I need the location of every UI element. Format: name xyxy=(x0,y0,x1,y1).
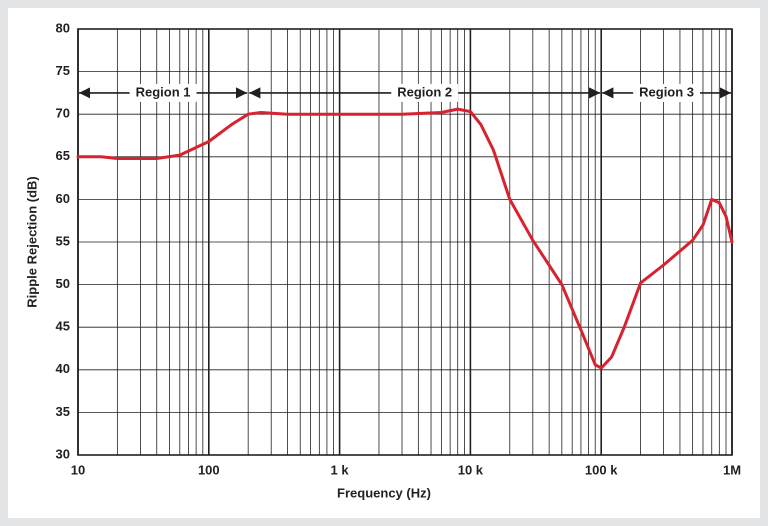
y-tick-label: 50 xyxy=(56,276,70,291)
region-label: Region 1 xyxy=(136,84,191,99)
x-tick-label: 10 k xyxy=(458,462,484,477)
y-tick-label: 75 xyxy=(56,63,70,78)
x-tick-label: 100 k xyxy=(585,462,618,477)
y-axis-label: Ripple Rejection (dB) xyxy=(24,176,39,307)
y-tick-label: 55 xyxy=(56,233,70,248)
y-tick-label: 40 xyxy=(56,361,70,376)
region-label: Region 3 xyxy=(639,84,694,99)
x-tick-label: 10 xyxy=(71,462,85,477)
region-label-bg xyxy=(391,83,459,102)
y-tick-label: 35 xyxy=(56,404,70,419)
y-tick-label: 65 xyxy=(56,148,70,163)
y-tick-label: 30 xyxy=(56,446,70,461)
region-label: Region 2 xyxy=(397,84,452,99)
region-label-bg xyxy=(633,83,701,102)
y-tick-label: 45 xyxy=(56,319,70,334)
y-tick-label: 80 xyxy=(56,20,70,35)
data-line xyxy=(76,107,734,370)
region-label-bg xyxy=(129,83,197,102)
x-tick-label: 1 k xyxy=(331,462,350,477)
y-tick-label: 70 xyxy=(56,106,70,121)
y-tick-label: 60 xyxy=(56,191,70,206)
x-tick-label: 1M xyxy=(723,462,741,477)
x-axis-label: Frequency (Hz) xyxy=(337,485,431,500)
x-tick-label: 100 xyxy=(198,462,220,477)
